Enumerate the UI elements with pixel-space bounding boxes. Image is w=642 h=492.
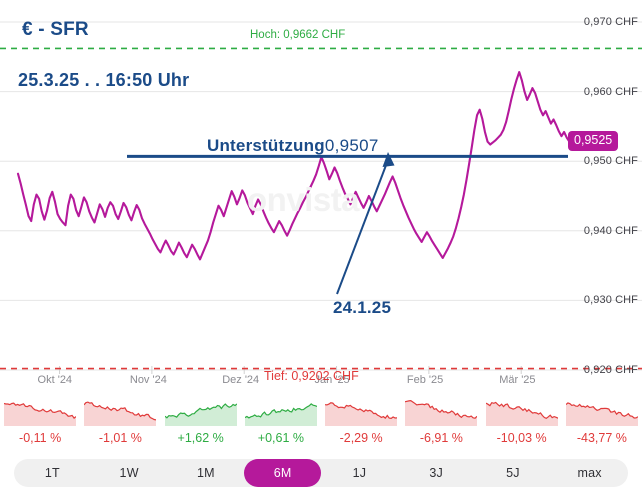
sparkline-chart [565, 402, 638, 426]
x-axis-label: Mär '25 [499, 374, 536, 386]
sparkline-area [325, 402, 398, 426]
sparkline-percent: +1,62 % [177, 431, 224, 445]
sparkline-percent: -43,77 % [576, 431, 627, 445]
onvista-watermark: onvista [247, 181, 360, 218]
y-axis-label: 0,960 CHF [583, 85, 638, 98]
sparkline-area [485, 402, 558, 426]
sparkline-percent: -6,91 % [419, 431, 463, 445]
sparkline-cell[interactable]: +0,61 % [241, 392, 321, 452]
sparkline-cell[interactable]: -2,29 % [321, 392, 401, 452]
page-title: € - SFR [22, 19, 89, 40]
sparkline-line [485, 401, 558, 419]
sparkline-chart [164, 403, 237, 426]
sparkline-chart [4, 402, 77, 426]
sparkline-chart [325, 402, 398, 426]
price-chart[interactable]: onvista 0,970 CHF 0,960 CHF 0,950 CHF 0,940… [0, 0, 642, 392]
y-axis-label: 0,940 CHF [583, 224, 638, 237]
range-option-1m[interactable]: 1M [196, 466, 215, 480]
timestamp-label: 25.3.25 . . 16:50 Uhr [18, 70, 190, 90]
sparkline-area [164, 403, 237, 426]
sparkline-line [405, 399, 478, 419]
range-option-6m[interactable]: 6M [244, 459, 321, 487]
time-range-selector[interactable]: 1T 1W 1M 6M 1J 3J 5J max [14, 459, 628, 487]
sparkline-percent: -10,03 % [496, 431, 547, 445]
sparkline-line [4, 402, 77, 419]
sparkline-line [164, 403, 237, 419]
x-axis-label: Jan '25 [314, 374, 350, 386]
y-axis-label: 0,930 CHF [583, 294, 638, 307]
sparkline-cell[interactable]: +1,62 % [161, 392, 241, 452]
x-axis-label: Feb '25 [406, 374, 444, 386]
sparkline-line [325, 402, 398, 420]
sparkline-area [4, 403, 77, 426]
x-axis-label: Dez '24 [222, 374, 260, 386]
price-line [16, 71, 574, 261]
low-label: Tief: 0,9202 CHF [264, 369, 359, 383]
performance-sparkline-row: -0,11 % -1,01 % +1,62 % +0,61 % -2,29 % -6,91… [0, 392, 642, 452]
sparkline-chart [485, 401, 558, 426]
sparkline-cell[interactable]: -0,11 % [0, 392, 80, 452]
date-marker-arrow [336, 159, 389, 295]
support-annotation-value: 0,9507 [324, 136, 379, 155]
sparkline-cell[interactable]: -10,03 % [482, 392, 562, 452]
sparkline-percent: -2,29 % [339, 431, 383, 445]
y-axis-label: 0,920 CHF [583, 364, 638, 376]
range-option-5j[interactable]: 5J [506, 466, 520, 480]
sparkline-percent: -0,11 % [19, 431, 62, 445]
sparkline-cell[interactable]: -1,01 % [80, 392, 160, 452]
y-axis-label: 0,950 CHF [583, 155, 638, 168]
sparkline-chart [84, 401, 157, 426]
sparkline-chart [244, 403, 317, 426]
range-option-1w[interactable]: 1W [119, 466, 139, 480]
sparkline-area [565, 402, 638, 426]
sparkline-chart [405, 399, 478, 426]
range-option-max[interactable]: max [577, 466, 602, 480]
y-axis-label: 0,970 CHF [583, 16, 638, 28]
support-annotation: Unterstützung0,9507 [207, 136, 379, 156]
sparkline-percent: -1,01 % [98, 431, 142, 445]
date-marker-label: 24.1.25 [333, 298, 392, 317]
price-chart-canvas [0, 21, 642, 374]
sparkline-area [405, 400, 478, 426]
sparkline-cell[interactable]: -43,77 % [562, 392, 642, 452]
x-axis-label: Okt '24 [37, 374, 73, 386]
high-label: Hoch: 0,9662 CHF [250, 29, 346, 41]
sparkline-cell[interactable]: -6,91 % [401, 392, 481, 452]
range-option-1j[interactable]: 1J [352, 466, 367, 480]
last-price-badge: 0,9525 [568, 131, 619, 151]
sparkline-line [244, 403, 317, 419]
support-annotation-text: Unterstützung [207, 136, 325, 155]
sparkline-line [84, 401, 157, 421]
x-axis-ticks [59, 366, 522, 374]
range-option-1t[interactable]: 1T [44, 466, 60, 480]
sparkline-line [565, 402, 638, 419]
sparkline-percent: +0,61 % [257, 431, 304, 445]
sparkline-area [244, 403, 317, 426]
range-option-3j[interactable]: 3J [429, 466, 443, 480]
x-axis-label: Nov '24 [129, 374, 167, 386]
date-marker-arrowhead [382, 152, 395, 167]
